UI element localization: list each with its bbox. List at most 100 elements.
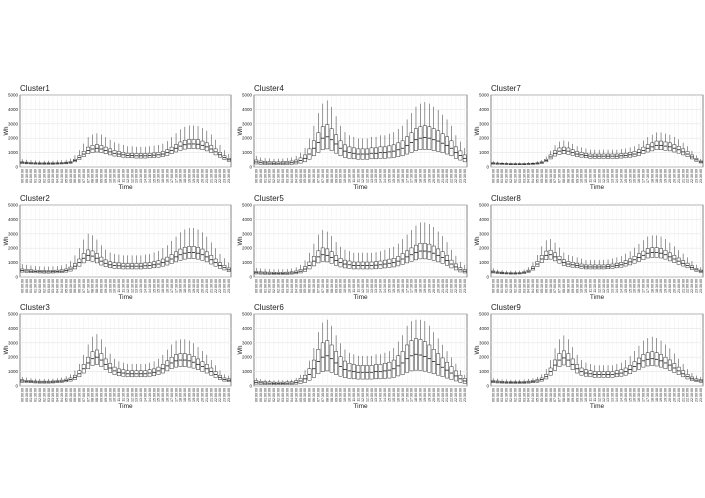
x-tick-label: 22:00:00 [450,169,454,183]
x-tick-label: 07:00:00 [553,279,557,293]
x-tick-label: 19:00:00 [659,388,663,402]
x-tick-label: 02:30:00 [42,388,46,402]
x-tick-label: 15:30:00 [157,279,161,293]
x-tick-label: 23:30:00 [463,169,467,183]
x-tick-label: 19:30:00 [664,169,668,183]
x-tick-label: 02:00:00 [38,279,42,293]
x-tick-label: 04:00:00 [290,169,294,183]
x-tick-label: 06:30:00 [549,388,553,402]
x-tick-label: 22:00:00 [214,169,218,183]
x-tick-label: 16:00:00 [396,388,400,402]
x-tick-label: 14:30:00 [383,279,387,293]
x-tick-label: 13:00:00 [370,388,374,402]
x-tick-label: 06:00:00 [308,279,312,293]
x-tick-label: 13:30:00 [611,169,615,183]
x-tick-label: 16:30:00 [401,279,405,293]
x-tick-label: 12:30:00 [365,388,369,402]
x-tick-label: 21:00:00 [205,388,209,402]
y-tick-label: 4000 [8,326,19,331]
x-tick-label: 16:00:00 [396,169,400,183]
x-tick-label: 14:30:00 [148,388,152,402]
x-tick-label: 10:00:00 [580,388,584,402]
x-tick-label: 10:00:00 [580,169,584,183]
x-tick-label: 11:00:00 [117,169,121,183]
x-tick-label: 05:30:00 [303,169,307,183]
x-tick-label: 02:00:00 [38,169,42,183]
plot-background [253,94,468,168]
y-axis-label: Wh [475,127,481,136]
x-tick-label: 05:30:00 [69,169,73,183]
x-tick-label: 07:30:00 [321,169,325,183]
y-tick-label: 5000 [8,93,19,98]
x-tick-label: 11:30:00 [356,169,360,183]
x-tick-label: 14:30:00 [619,169,623,183]
x-tick-label: 12:00:00 [126,279,130,293]
x-tick-label: 12:30:00 [365,279,369,293]
x-tick-label: 06:30:00 [78,388,82,402]
x-tick-label: 05:00:00 [64,169,68,183]
y-tick-label: 1000 [479,369,490,374]
x-tick-label: 12:30:00 [602,279,606,293]
x-tick-label: 10:30:00 [584,388,588,402]
x-tick-label: 03:00:00 [281,279,285,293]
x-tick-label: 14:30:00 [619,388,623,402]
y-tick-label: 2000 [8,136,19,141]
x-tick-label: 20:30:00 [672,388,676,402]
x-tick-label: 18:00:00 [650,388,654,402]
y-tick-label: 1000 [242,260,253,265]
x-tick-label: 06:00:00 [73,169,77,183]
x-tick-label: 17:00:00 [405,279,409,293]
x-tick-label: 04:30:00 [531,169,535,183]
y-tick-label: 1000 [8,260,19,265]
x-tick-label: 09:30:00 [339,279,343,293]
x-tick-label: 12:00:00 [361,279,365,293]
x-tick-label: 11:30:00 [593,388,597,402]
x-tick-label: 02:00:00 [38,388,42,402]
x-tick-label: 18:30:00 [183,279,187,293]
x-tick-label: 05:00:00 [64,279,68,293]
x-tick-label: 23:00:00 [223,388,227,402]
x-tick-label: 14:30:00 [383,169,387,183]
x-tick-label: 17:00:00 [642,169,646,183]
y-tick-label: 3000 [242,340,253,345]
x-tick-label: 22:30:00 [218,279,222,293]
x-tick-label: 23:00:00 [223,279,227,293]
x-tick-label: 08:30:00 [330,169,334,183]
x-tick-label: 16:30:00 [401,388,405,402]
x-tick-label: 13:30:00 [374,388,378,402]
x-tick-label: 07:00:00 [317,169,321,183]
x-tick-label: 01:00:00 [29,169,33,183]
y-tick-label: 5000 [479,312,490,317]
x-tick-label: 21:30:00 [445,388,449,402]
x-tick-label: 21:30:00 [445,279,449,293]
x-tick-label: 18:00:00 [414,388,418,402]
x-tick-label: 02:30:00 [513,388,517,402]
panel-title: Cluster3 [20,303,50,312]
x-tick-label: 01:30:00 [34,388,38,402]
y-tick-label: 0 [249,165,252,170]
x-tick-label: 06:30:00 [312,279,316,293]
x-tick-label: 02:00:00 [272,279,276,293]
x-tick-label: 19:00:00 [187,388,191,402]
x-tick-label: 23:30:00 [227,388,231,402]
y-axis-label: Wh [4,237,10,246]
x-tick-label: 01:00:00 [500,169,504,183]
x-tick-label: 03:00:00 [281,388,285,402]
x-tick-label: 11:00:00 [589,169,593,183]
x-tick-label: 13:00:00 [606,279,610,293]
x-tick-label: 23:30:00 [699,388,703,402]
y-axis-label: Wh [4,127,10,136]
x-tick-label: 22:30:00 [454,279,458,293]
x-tick-label: 17:00:00 [170,169,174,183]
y-tick-label: 5000 [479,203,490,208]
x-tick-label: 14:00:00 [615,169,619,183]
x-tick-label: 08:00:00 [325,279,329,293]
x-tick-label: 12:00:00 [597,279,601,293]
x-axis-label: Time [353,403,368,410]
x-tick-label: 19:30:00 [192,169,196,183]
plot-background [19,204,232,278]
y-axis-label: Wh [4,346,10,355]
x-tick-label: 03:30:00 [522,388,526,402]
x-axis-label: Time [118,403,133,410]
